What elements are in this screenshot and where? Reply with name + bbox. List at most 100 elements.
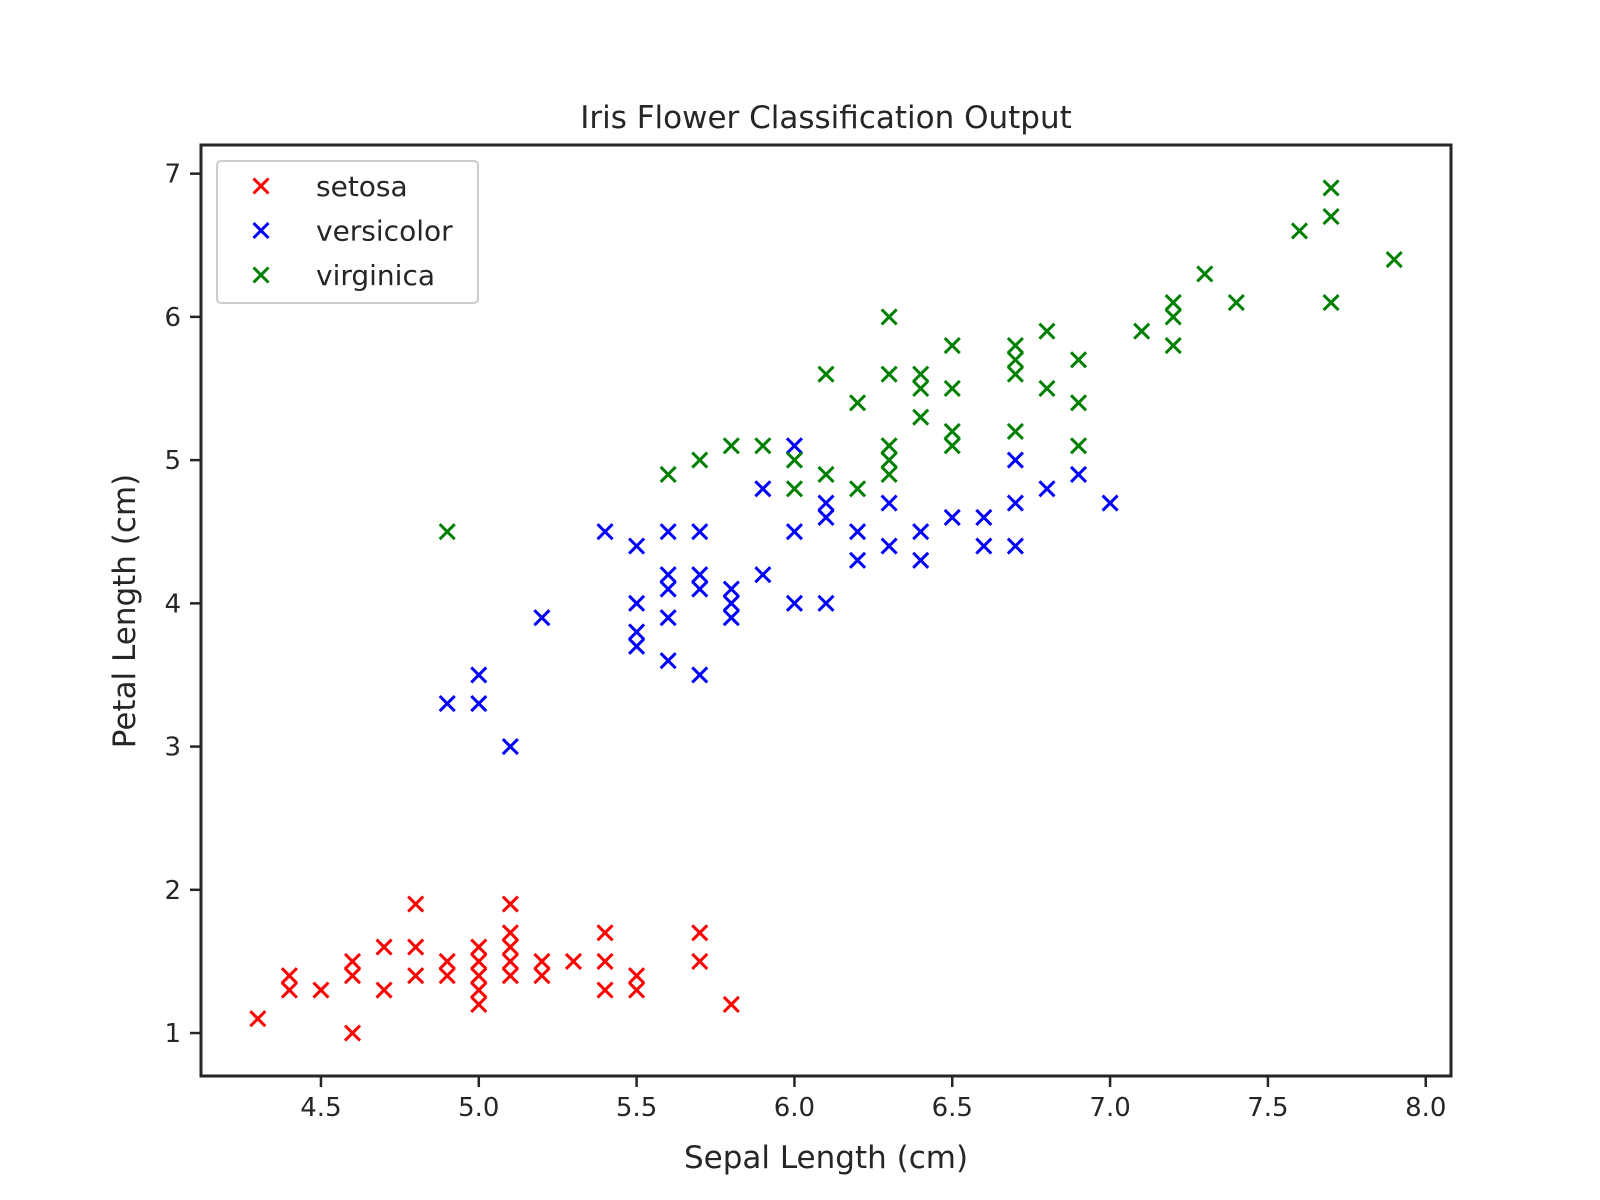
data-point-setosa <box>280 981 298 999</box>
data-point-virginica <box>817 365 835 383</box>
data-point-versicolor <box>817 594 835 612</box>
data-point-virginica <box>943 422 961 441</box>
data-point-virginica <box>1196 265 1214 283</box>
data-point-versicolor <box>691 666 709 684</box>
x-tick-label: 6.0 <box>774 1093 815 1123</box>
data-point-setosa <box>470 938 488 956</box>
data-point-virginica <box>1006 336 1024 355</box>
data-point-setosa <box>628 967 646 985</box>
data-point-setosa <box>375 981 393 999</box>
data-point-virginica <box>880 308 898 326</box>
data-point-virginica <box>1006 422 1024 441</box>
data-point-setosa <box>533 967 551 985</box>
data-point-virginica <box>943 336 961 355</box>
x-axis-ticks: 4.5 5.0 5.5 6.0 6.5 7.0 7.5 8.0 <box>300 1076 1446 1123</box>
data-point-setosa <box>501 952 519 970</box>
data-point-versicolor <box>975 537 993 555</box>
data-point-setosa <box>501 967 519 985</box>
data-point-versicolor <box>501 738 519 756</box>
legend: setosa versicolor virginica <box>216 160 479 304</box>
data-point-virginica <box>754 437 772 455</box>
data-point-versicolor <box>722 580 740 598</box>
data-point-versicolor <box>785 594 803 612</box>
data-point-setosa <box>375 938 393 956</box>
data-point-versicolor <box>754 480 772 498</box>
data-point-versicolor <box>691 566 709 584</box>
data-point-setosa <box>470 952 488 970</box>
data-point-virginica <box>1133 322 1151 340</box>
data-points <box>249 179 1403 1042</box>
y-tick-label: 6 <box>164 303 181 333</box>
data-point-virginica <box>659 465 677 483</box>
data-point-setosa <box>501 895 519 913</box>
data-point-setosa <box>501 938 519 956</box>
data-point-versicolor <box>691 580 709 598</box>
x-tick-label: 4.5 <box>300 1093 341 1123</box>
data-point-virginica <box>1006 351 1024 369</box>
data-point-setosa <box>628 981 646 999</box>
data-point-setosa <box>343 967 362 985</box>
data-point-versicolor <box>1006 451 1024 469</box>
data-point-setosa <box>596 981 614 999</box>
chart-title: Iris Flower Classification Output <box>580 100 1072 136</box>
data-point-versicolor <box>628 637 646 655</box>
data-point-virginica <box>1322 179 1340 197</box>
x-axis-label: Sepal Length (cm) <box>684 1140 968 1176</box>
data-point-virginica <box>1290 222 1309 240</box>
data-point-setosa <box>691 952 709 970</box>
data-point-setosa <box>596 924 614 942</box>
y-tick-label: 7 <box>164 160 181 190</box>
data-point-versicolor <box>849 523 867 541</box>
data-point-virginica <box>1164 336 1182 355</box>
data-point-virginica <box>880 365 898 383</box>
legend-label-virginica: virginica <box>316 259 435 292</box>
y-tick-label: 4 <box>164 589 181 619</box>
data-point-versicolor <box>533 609 551 627</box>
data-point-setosa <box>343 1024 362 1042</box>
data-point-virginica <box>849 394 867 412</box>
data-point-versicolor <box>912 551 930 569</box>
y-axis-label: Petal Length (cm) <box>107 474 143 749</box>
data-point-setosa <box>722 995 740 1013</box>
legend-label-versicolor: versicolor <box>316 215 453 248</box>
data-point-virginica <box>1385 251 1403 269</box>
data-point-virginica <box>785 451 803 469</box>
legend-label-setosa: setosa <box>316 170 408 203</box>
data-point-versicolor <box>880 494 898 512</box>
data-point-versicolor <box>849 551 867 569</box>
data-point-versicolor <box>975 508 993 526</box>
data-point-versicolor <box>659 652 677 670</box>
data-point-versicolor <box>912 523 930 541</box>
data-point-versicolor <box>785 437 803 455</box>
x-tick-label: 8.0 <box>1405 1093 1446 1123</box>
legend-marker-versicolor <box>252 221 270 240</box>
data-point-versicolor <box>470 666 488 684</box>
data-point-setosa <box>501 924 519 942</box>
x-tick-label: 5.0 <box>458 1093 499 1123</box>
data-point-versicolor <box>943 508 961 526</box>
data-point-virginica <box>1038 379 1056 398</box>
legend-box <box>216 160 479 304</box>
x-tick-label: 5.5 <box>616 1093 657 1123</box>
y-tick-label: 3 <box>164 733 181 763</box>
data-point-virginica <box>880 451 898 469</box>
data-point-virginica <box>880 437 898 455</box>
data-point-virginica <box>1164 293 1182 312</box>
data-point-versicolor <box>722 594 740 612</box>
data-point-virginica <box>785 480 803 498</box>
data-point-virginica <box>880 465 898 483</box>
data-point-versicolor <box>754 566 772 584</box>
data-point-versicolor <box>1101 494 1119 512</box>
x-tick-label: 7.0 <box>1089 1093 1130 1123</box>
data-point-virginica <box>943 437 961 455</box>
data-point-setosa <box>470 995 488 1013</box>
data-point-setosa <box>470 967 488 985</box>
data-point-setosa <box>533 952 551 970</box>
data-point-virginica <box>1227 293 1245 312</box>
data-point-virginica <box>691 451 709 469</box>
data-point-virginica <box>817 465 835 483</box>
data-point-virginica <box>912 408 930 426</box>
data-point-virginica <box>1038 322 1056 340</box>
data-point-setosa <box>280 967 298 985</box>
